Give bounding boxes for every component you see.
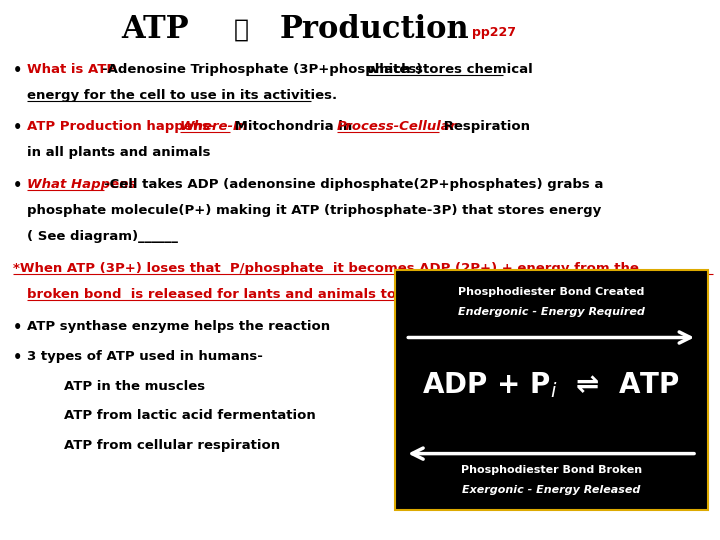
- Text: •: •: [13, 120, 22, 135]
- Text: ATP Production happens-: ATP Production happens-: [27, 120, 215, 133]
- Text: *When ATP (3P+) loses that  P/phosphate  it becomes ADP (2P+) + energy from the: *When ATP (3P+) loses that P/phosphate i…: [13, 262, 639, 275]
- Text: Respiration: Respiration: [439, 120, 530, 133]
- Text: Exergonic - Energy Released: Exergonic - Energy Released: [462, 485, 640, 495]
- Text: Phosphodiester Bond Broken: Phosphodiester Bond Broken: [461, 465, 642, 475]
- Text: ATP in the muscles: ATP in the muscles: [64, 380, 205, 393]
- Text: Production: Production: [279, 14, 469, 45]
- Text: pp227: pp227: [472, 26, 516, 39]
- Text: ATP from cellular respiration: ATP from cellular respiration: [64, 439, 280, 452]
- Text: -Cell takes ADP (adenonsine diphosphate(2P+phosphates) grabs a: -Cell takes ADP (adenonsine diphosphate(…: [104, 178, 604, 191]
- Text: 🎈: 🎈: [234, 18, 248, 42]
- Text: in all plants and animals: in all plants and animals: [27, 146, 210, 159]
- Text: Endergonic - Energy Required: Endergonic - Energy Required: [458, 307, 644, 317]
- Text: •: •: [13, 320, 22, 335]
- Bar: [395, 270, 708, 510]
- Text: Phosphodiester Bond Created: Phosphodiester Bond Created: [458, 287, 644, 296]
- Text: -Adenosine Triphosphate (3P+phosphates): -Adenosine Triphosphate (3P+phosphates): [102, 63, 427, 76]
- Text: ( See diagram)______: ( See diagram)______: [27, 230, 178, 243]
- Text: Process-Cellular: Process-Cellular: [337, 120, 457, 133]
- Text: What Happens: What Happens: [27, 178, 136, 191]
- Text: ATP: ATP: [121, 14, 189, 45]
- Text: Mitochondria in: Mitochondria in: [230, 120, 357, 133]
- Text: What is ATP: What is ATP: [27, 63, 116, 76]
- Text: energy for the cell to use in its activities.: energy for the cell to use in its activi…: [27, 89, 337, 102]
- Text: •: •: [13, 63, 22, 78]
- Text: 3 types of ATP used in humans-: 3 types of ATP used in humans-: [27, 350, 263, 363]
- Text: ATP synthase enzyme helps the reaction: ATP synthase enzyme helps the reaction: [27, 320, 330, 333]
- Text: broken bond  is released for lants and animals to arryout all body functions.: broken bond is released for lants and an…: [27, 288, 600, 301]
- Text: •: •: [13, 178, 22, 193]
- Text: which stores chemical: which stores chemical: [367, 63, 533, 76]
- Text: phosphate molecule(P+) making it ATP (triphosphate-3P) that stores energy: phosphate molecule(P+) making it ATP (tr…: [27, 204, 601, 217]
- Text: ADP + P$_i$  ⇌  ATP: ADP + P$_i$ ⇌ ATP: [423, 370, 680, 400]
- Text: Where-In: Where-In: [180, 120, 248, 133]
- Text: ATP from lactic acid fermentation: ATP from lactic acid fermentation: [64, 409, 316, 422]
- Text: •: •: [13, 350, 22, 365]
